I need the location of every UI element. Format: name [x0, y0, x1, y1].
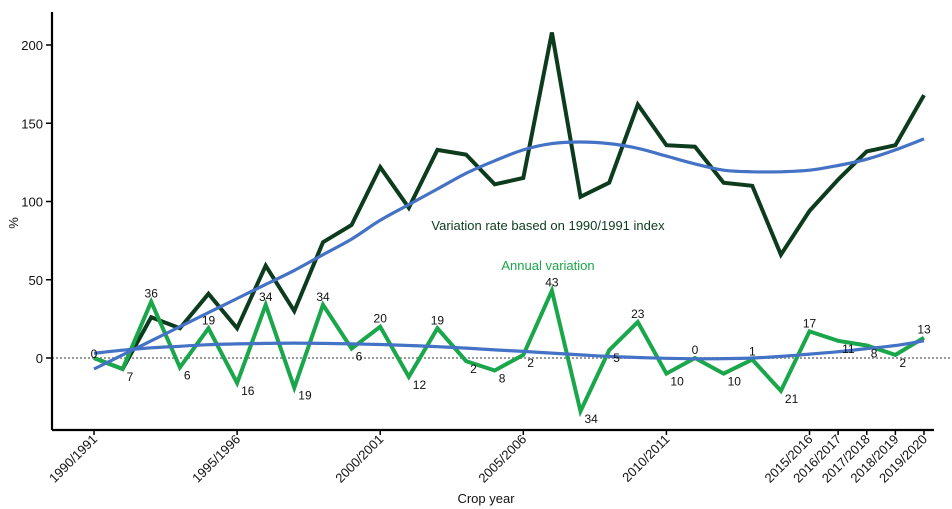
- y-tick-label: 50: [29, 273, 43, 288]
- data-label-annual-variation: 2: [899, 356, 906, 370]
- data-label-annual-variation: 12: [413, 378, 427, 392]
- series-annotation-annual: Annual variation: [501, 258, 594, 273]
- data-label-annual-variation: 10: [728, 375, 742, 389]
- y-axis-label: %: [6, 217, 21, 229]
- data-label-annual-variation: 0: [91, 347, 98, 361]
- data-label-annual-variation: 7: [127, 370, 134, 384]
- data-label-annual-variation: 2: [470, 362, 477, 376]
- data-label-annual-variation: 11: [842, 342, 855, 356]
- axes: [46, 12, 934, 435]
- data-label-annual-variation: 19: [298, 389, 312, 403]
- data-labels: 0736619163419346201219282433452310010121…: [91, 276, 931, 427]
- data-label-annual-variation: 8: [871, 347, 878, 361]
- series-line-annual-variation: [93, 284, 926, 418]
- trendline-annual-variation: [93, 339, 925, 361]
- data-label-annual-variation: 13: [917, 323, 931, 337]
- data-label-annual-variation: 5: [613, 351, 620, 365]
- x-tick-label: 2000/2001: [332, 432, 386, 486]
- x-tick-label: 1990/1991: [46, 432, 100, 486]
- data-label-annual-variation: 43: [545, 276, 559, 290]
- data-label-annual-variation: 2: [527, 356, 534, 370]
- data-label-annual-variation: 23: [631, 307, 645, 321]
- data-label-annual-variation: 20: [374, 312, 388, 326]
- data-label-annual-variation: 6: [184, 368, 191, 382]
- data-label-annual-variation: 34: [259, 290, 273, 304]
- data-label-annual-variation: 17: [803, 316, 817, 330]
- data-label-annual-variation: 19: [202, 313, 216, 327]
- series-annotation-index: Variation rate based on 1990/1991 index: [431, 218, 665, 233]
- data-label-annual-variation: 36: [145, 287, 159, 301]
- data-label-annual-variation: 16: [241, 384, 255, 398]
- y-tick-label: 100: [21, 195, 43, 210]
- data-label-annual-variation: 6: [356, 350, 363, 364]
- x-tick-labels: 1990/1991 1995/1996 2000/2001 2005/2006 2010…: [46, 432, 930, 486]
- y-tick-label: 200: [21, 38, 43, 53]
- y-tick-label: 0: [36, 351, 43, 366]
- data-label-annual-variation: 0: [692, 343, 699, 357]
- y-tick-labels: 0 50 100 150 200: [21, 38, 43, 366]
- x-tick-label: 1995/1996: [189, 432, 243, 486]
- data-label-annual-variation: 8: [499, 372, 506, 386]
- data-label-annual-variation: 34: [316, 290, 330, 304]
- data-label-annual-variation: 21: [785, 392, 799, 406]
- data-label-annual-variation: 1: [749, 345, 756, 359]
- series-lines: [93, 32, 926, 418]
- trendline-index-variation: [93, 137, 925, 371]
- series-line-index-variation: [93, 32, 926, 372]
- x-axis-label: Crop year: [457, 491, 515, 506]
- data-label-annual-variation: 34: [585, 412, 599, 426]
- data-label-annual-variation: 10: [670, 375, 684, 389]
- x-tick-label: 2005/2006: [475, 432, 529, 486]
- trendlines: [93, 137, 925, 371]
- y-tick-label: 150: [21, 116, 43, 131]
- x-tick-label: 2010/2011: [619, 432, 672, 485]
- data-label-annual-variation: 19: [431, 313, 445, 327]
